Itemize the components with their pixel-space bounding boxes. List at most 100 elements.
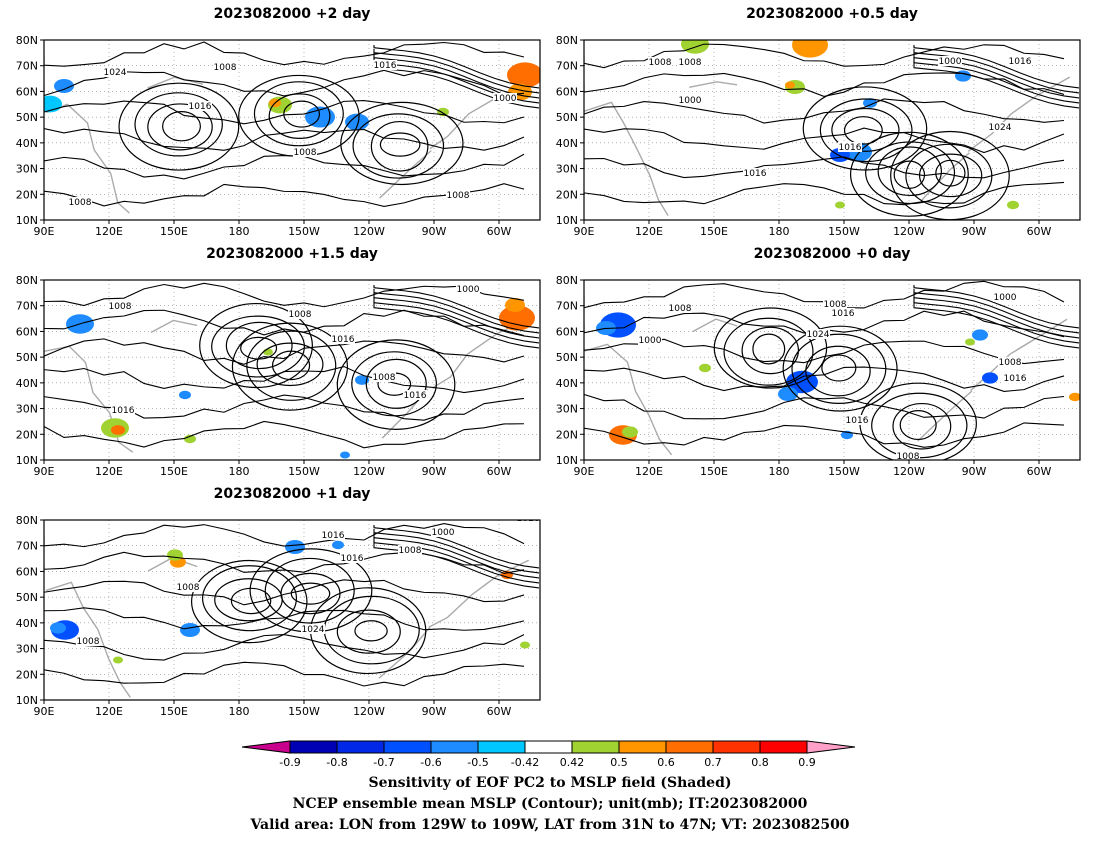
isobar-contour <box>913 53 1080 99</box>
contour-label: 1008 <box>294 148 317 158</box>
colorbar: -0.9 -0.8 -0.7 -0.6 -0.5 -0.42 0.42 0.5 0.6 0.7 0.… <box>241 740 856 769</box>
coastline <box>917 390 973 442</box>
contour-label: 1008 <box>289 310 312 320</box>
contour-label-bg <box>431 527 455 537</box>
contour-label: 1008 <box>214 63 237 73</box>
lat-label: 60N <box>556 325 578 338</box>
lon-label: 120E <box>95 225 123 238</box>
contour-label: 1008 <box>649 58 672 68</box>
colorbar-label: -0.5 <box>467 756 488 769</box>
coastline <box>147 76 204 89</box>
lon-label: 180 <box>229 225 250 238</box>
panel-plus2-day: 2023082000 +2 day 1008 1016 1008 1024 1016 10… <box>0 0 550 240</box>
contour-label-bg <box>68 197 92 207</box>
contour-label: 1008 <box>669 304 692 314</box>
isobar-contour <box>782 325 898 412</box>
isobar-contour <box>373 49 540 94</box>
isobar-contour <box>913 289 1080 334</box>
isobar-contour <box>584 43 1065 69</box>
isobar-contour <box>805 345 871 397</box>
contour-label-bg <box>1008 56 1032 66</box>
sensitivity-shade <box>285 540 305 554</box>
lat-label: 30N <box>556 403 578 416</box>
lon-label: 120E <box>95 465 123 478</box>
colorbar-arrow-left <box>241 740 291 754</box>
sensitivity-shade <box>180 623 200 637</box>
isobar-contour <box>336 339 456 430</box>
lon-label: 90W <box>422 225 447 238</box>
sensitivity-shade <box>355 375 369 385</box>
contour-label: 1008 <box>999 358 1022 368</box>
lon-label: 120E <box>635 465 663 478</box>
contour-label: 1016 <box>839 143 862 153</box>
colorbar-cell <box>759 740 808 754</box>
isobar-contour <box>913 45 1080 89</box>
isobar-contour <box>44 551 525 575</box>
lat-label: 30N <box>16 643 38 656</box>
isobar-contour <box>44 100 525 125</box>
colorbar-label: 0.8 <box>751 756 769 769</box>
isobar-contour <box>354 620 388 642</box>
isobar-contour <box>892 402 952 450</box>
lon-label: 120W <box>893 465 925 478</box>
lon-label: 180 <box>229 465 250 478</box>
panel-plus0-day: 2023082000 +0 day 1008 1000 1008 1016 1024 10… <box>540 240 1090 480</box>
colorbar-cell <box>383 740 432 754</box>
isobar-contour <box>723 317 814 386</box>
colorbar-label: 0.7 <box>704 756 722 769</box>
contour-label: 1016 <box>332 335 355 345</box>
sensitivity-shade <box>792 40 828 58</box>
contour-label: 1008 <box>77 637 100 647</box>
lat-label: 10N <box>556 454 578 467</box>
contour-label-bg <box>831 308 855 318</box>
panel-plus1.5-day: 2023082000 +1.5 day 1008 1008 1016 1000 1016… <box>0 240 550 480</box>
colorbar-label: -0.42 <box>511 756 539 769</box>
isobar-contour <box>584 393 1065 420</box>
map-plus1-day: 1016 1000 1008 1016 1008 1024 1008 1016 80N 70N 60… <box>16 514 541 718</box>
coastline <box>584 101 669 217</box>
lon-label: 90E <box>574 465 595 478</box>
lat-label: 30N <box>556 163 578 176</box>
contour-label-bg <box>638 335 662 345</box>
lon-label: 90E <box>574 225 595 238</box>
lat-label: 70N <box>556 300 578 313</box>
sensitivity-shade <box>972 329 988 341</box>
contour-label: 1016 <box>374 61 397 71</box>
isobar-contour <box>365 358 427 409</box>
isobar-contour <box>373 533 540 579</box>
sensitivity-shade <box>50 622 66 634</box>
colorbar-label: 0.6 <box>657 756 675 769</box>
colorbar-cell <box>336 740 385 754</box>
contour-label-bg <box>678 95 702 105</box>
isobar-contour <box>211 315 305 378</box>
colorbar-cell <box>571 740 620 754</box>
contour-label-bg <box>806 329 830 339</box>
lon-label: 60W <box>1027 465 1052 478</box>
lon-label: 120E <box>635 225 663 238</box>
lat-label: 40N <box>16 137 38 150</box>
lon-label: 120W <box>353 705 385 718</box>
lon-label: 180 <box>769 225 790 238</box>
lat-label: 70N <box>16 300 38 313</box>
contour-label: 1008 <box>897 452 920 462</box>
lon-label: 90E <box>34 705 55 718</box>
sensitivity-shade <box>505 298 525 312</box>
contour-label-bg <box>103 67 127 77</box>
isobar-contour <box>44 394 525 421</box>
lon-label: 120W <box>353 225 385 238</box>
panel-title: 2023082000 +1 day <box>213 486 371 502</box>
isobar-contour <box>584 181 1065 206</box>
lat-label: 10N <box>16 694 38 707</box>
contour-label-bg <box>293 147 317 157</box>
contour-label-bg <box>668 303 692 313</box>
lon-label: 90W <box>962 225 987 238</box>
contour-label-bg <box>896 451 920 460</box>
sensitivity-shade <box>520 641 530 649</box>
coastline <box>45 581 131 698</box>
colorbar-label: 0.42 <box>560 756 585 769</box>
isobar-contour <box>118 82 240 171</box>
lat-label: 40N <box>16 617 38 630</box>
isobar-contour <box>256 342 324 387</box>
isobar-contour <box>283 100 321 128</box>
sensitivity-shade <box>499 305 535 331</box>
